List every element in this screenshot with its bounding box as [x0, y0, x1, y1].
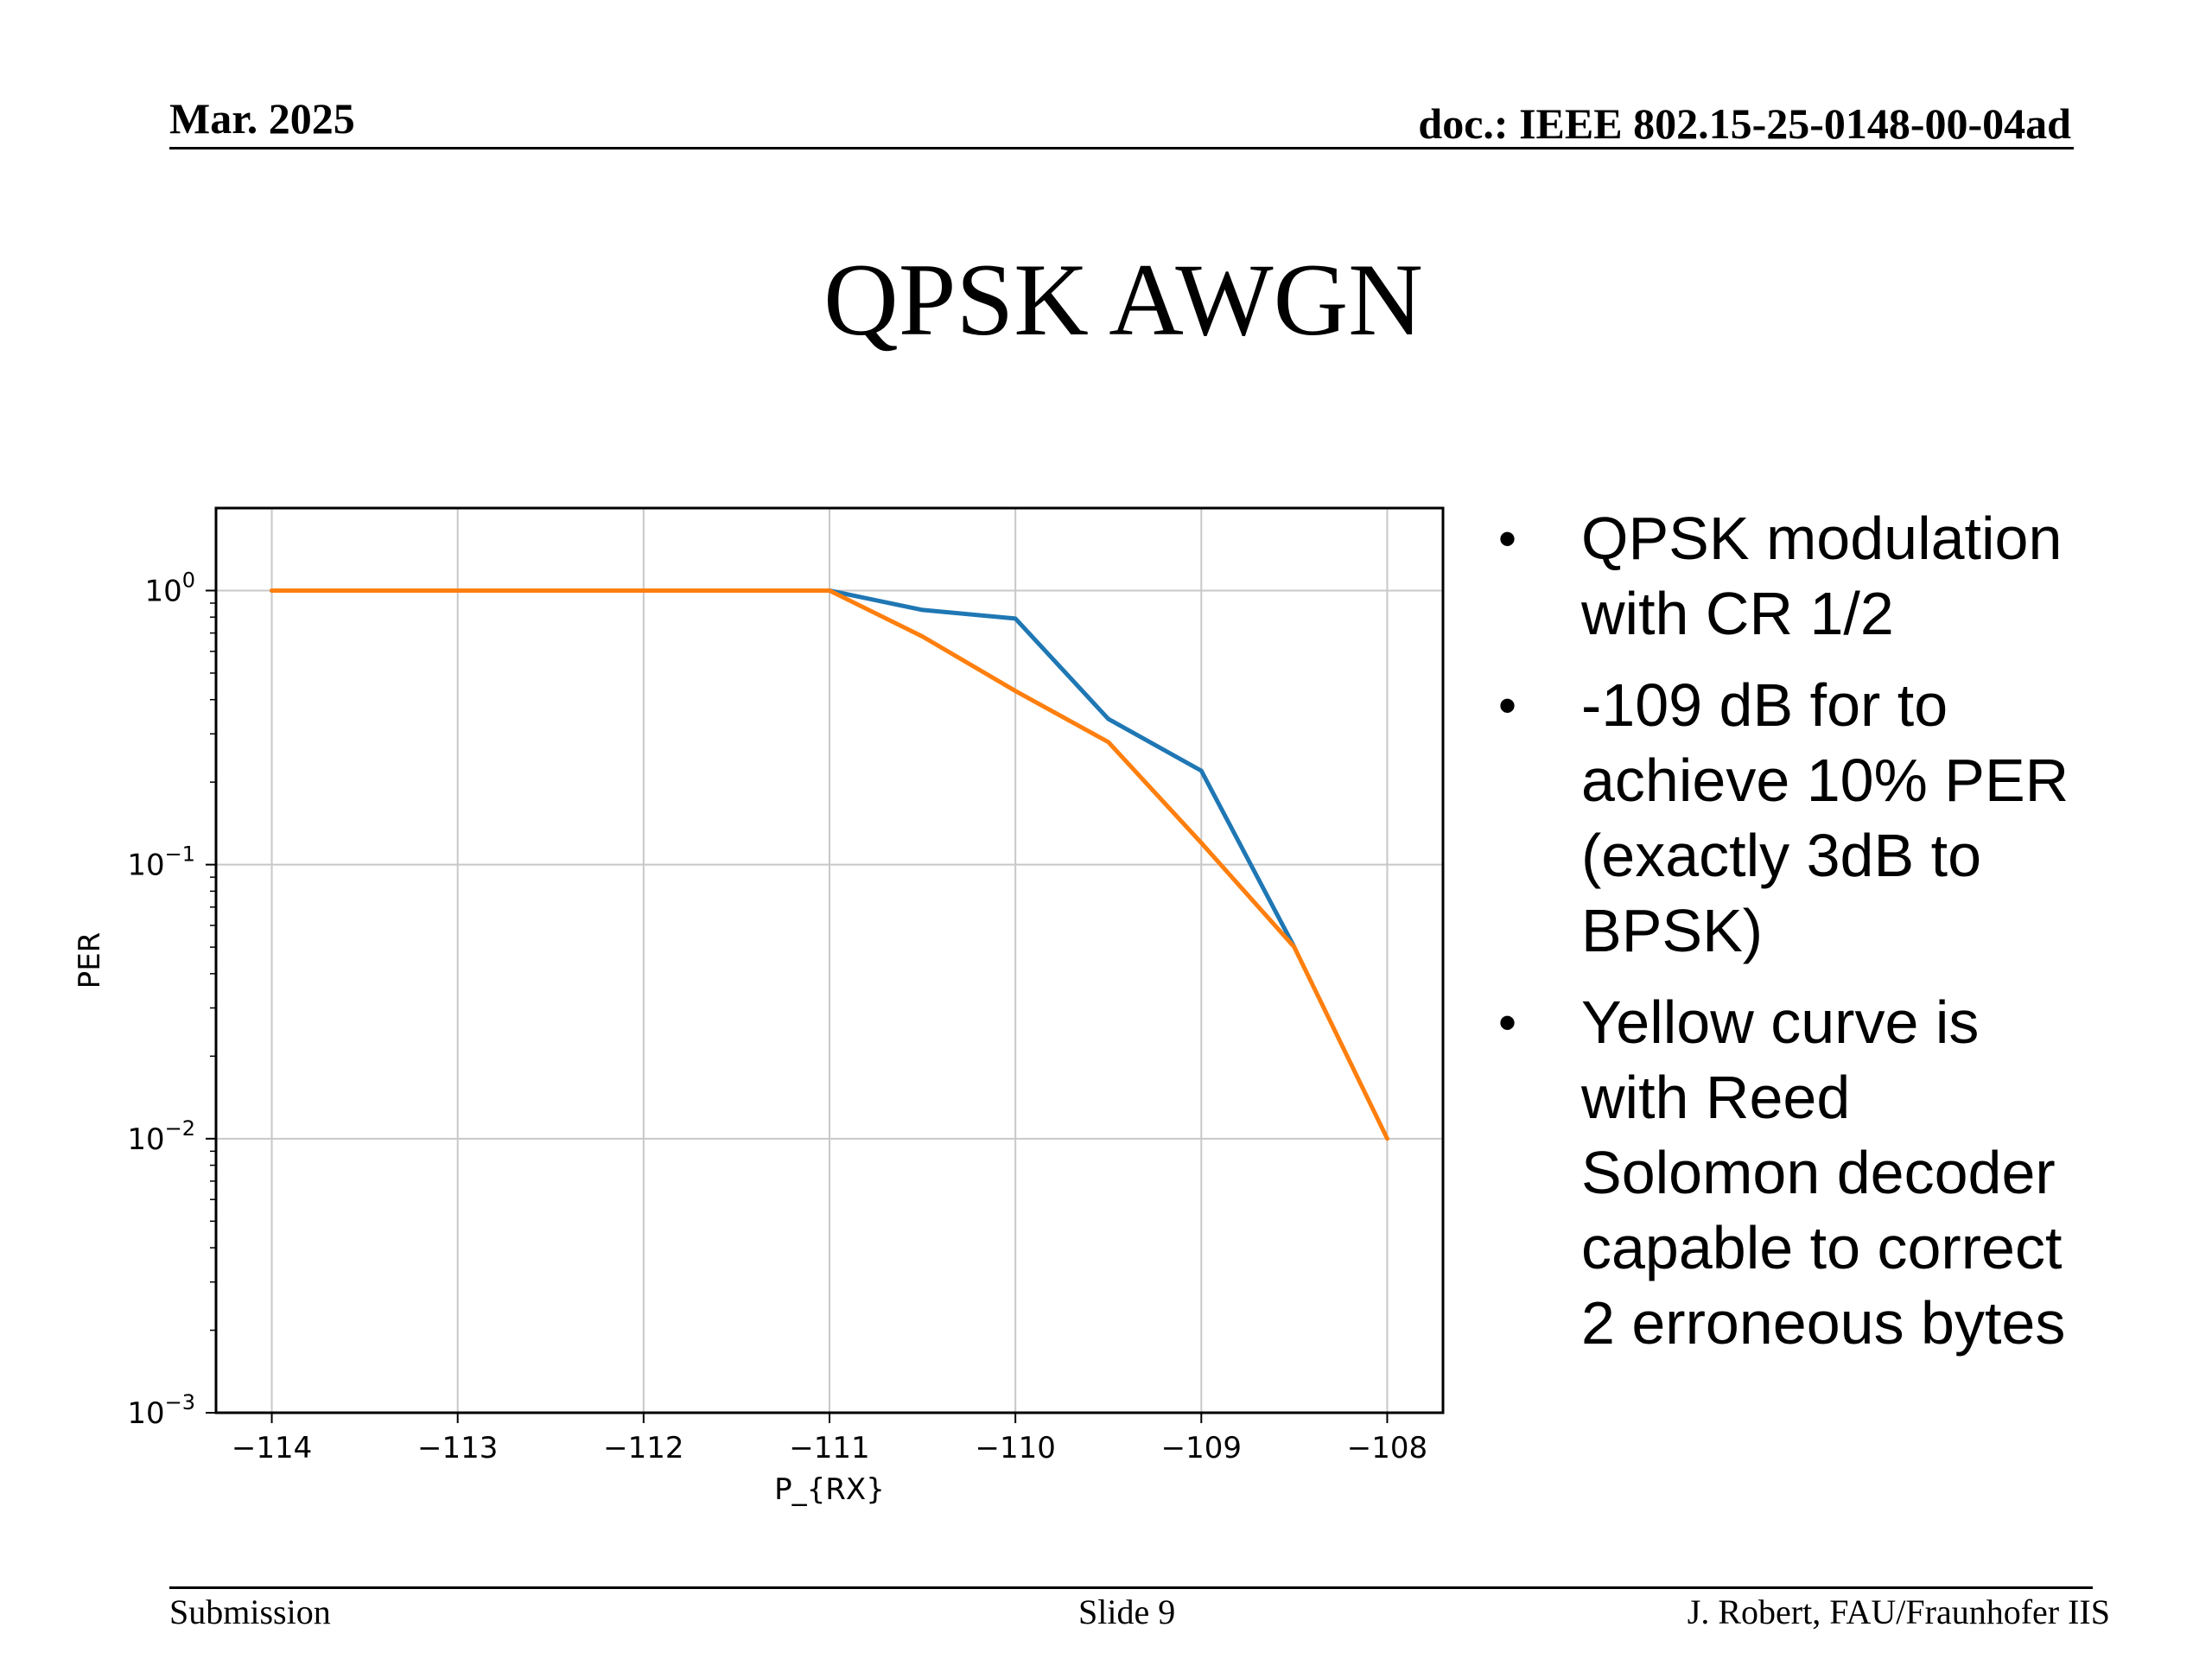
y-tick-label: 10−1 — [127, 842, 195, 883]
bullet-text: QPSK modulation with CR 1/2 — [1581, 505, 2063, 647]
x-tick-label: −114 — [232, 1431, 312, 1465]
bullet-list: • QPSK modulation with CR 1/2 • -109 dB fo… — [1486, 501, 2091, 1377]
series-line-2 — [270, 588, 1389, 1141]
y-tick-label: 10−2 — [127, 1116, 195, 1157]
footer-slide-number: Slide 9 — [1078, 1592, 1176, 1631]
bullet-item: • -109 dB for to achieve 10% PER (exactly… — [1486, 668, 2091, 969]
header-doc-id: doc.: IEEE 802.15-25-0148-00-04ad — [1418, 99, 2071, 148]
header-date: Mar. 2025 — [169, 94, 355, 143]
series-lines — [270, 588, 1389, 1141]
bullet-item: • QPSK modulation with CR 1/2 — [1486, 501, 2091, 652]
bullet-dot-icon: • — [1498, 677, 1517, 734]
x-tick-label: −109 — [1161, 1431, 1242, 1465]
x-tick-label: −112 — [603, 1431, 683, 1465]
x-tick-label: −111 — [789, 1431, 869, 1465]
x-tick-label: −113 — [417, 1431, 498, 1465]
x-tick-label: −110 — [975, 1431, 1055, 1465]
series-line-1 — [270, 588, 1297, 950]
grid-lines — [216, 508, 1443, 1413]
slide-title: QPSK AWGN — [823, 242, 1423, 357]
per-chart: −114 −113 −112 −111 −110 −109 −108 100 10−1 10−2 1… — [69, 484, 1452, 1521]
footer-author: J. Robert, FAU/Fraunhofer IIS — [1687, 1592, 2110, 1631]
bullet-text: Yellow curve is with Reed Solomon decode… — [1581, 988, 2066, 1357]
footer-rule — [169, 1586, 2093, 1589]
bullet-text: -109 dB for to achieve 10% PER (exactly … — [1581, 671, 2069, 964]
bullet-dot-icon: • — [1498, 994, 1517, 1052]
bullet-item: • Yellow curve is with Reed Solomon decod… — [1486, 985, 2091, 1361]
y-tick-label: 100 — [144, 568, 195, 608]
x-axis-label: P_{RX} — [774, 1472, 885, 1507]
bullet-dot-icon: • — [1498, 510, 1517, 568]
footer-submission: Submission — [169, 1592, 331, 1631]
y-tick-label: 10−3 — [127, 1390, 195, 1431]
y-axis-label: PER — [73, 932, 107, 989]
per-chart-svg: −114 −113 −112 −111 −110 −109 −108 100 10−1 10−2 1… — [73, 506, 1445, 1507]
x-tick-label: −108 — [1347, 1431, 1427, 1465]
axes: −114 −113 −112 −111 −110 −109 −108 100 10−1 10−2 1… — [127, 568, 1427, 1465]
header-rule — [169, 147, 2074, 149]
